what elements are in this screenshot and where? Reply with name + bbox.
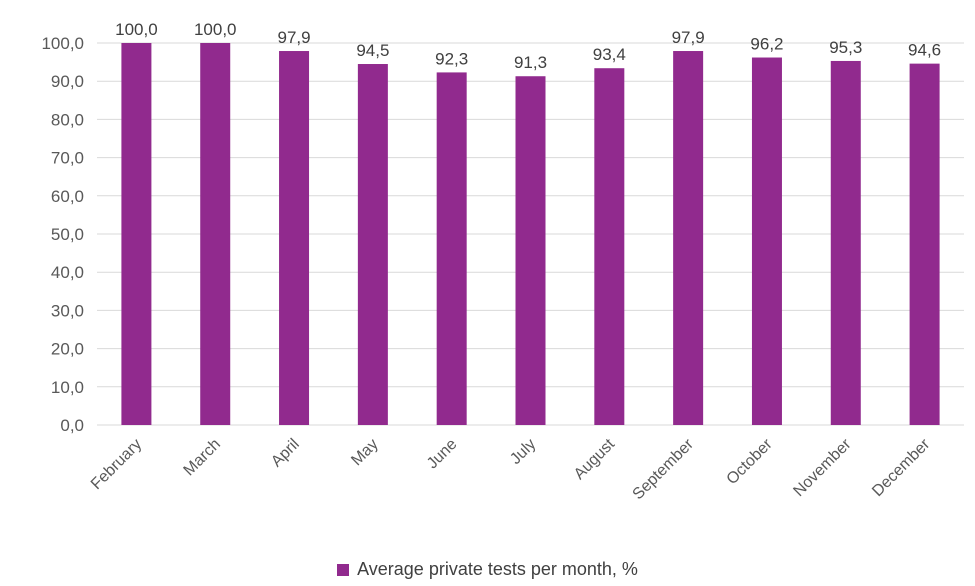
legend-swatch [337,564,350,576]
data-label: 97,9 [672,28,705,47]
x-category-label: June [424,436,461,473]
data-label: 97,9 [277,28,310,47]
y-tick-label: 0,0 [60,416,84,435]
legend-label: Average private tests per month, % [357,559,638,579]
y-tick-label: 90,0 [51,72,84,91]
x-category-label: December [869,435,934,500]
data-label: 94,5 [356,41,389,60]
x-category-label: July [507,436,539,468]
x-category-label: April [268,436,303,471]
data-label: 100,0 [115,20,158,39]
x-category-label: August [571,435,619,483]
x-category-label: November [790,435,855,500]
bar [436,72,467,425]
data-label: 100,0 [194,20,237,39]
bar [121,43,152,425]
x-category-label: May [348,436,381,469]
y-tick-label: 40,0 [51,263,84,282]
bar [830,60,861,425]
y-axis-tick-labels: 0,0 10,0 20,0 30,0 40,0 50,0 60,0 70,0 80,0 90,0 1… [41,34,84,435]
y-tick-label: 100,0 [41,34,84,53]
data-labels: 100,0 100,0 97,9 94,5 92,3 91,3 93,4 97,9 96,2 95… [115,20,941,72]
data-label: 95,3 [829,38,862,57]
y-tick-label: 60,0 [51,187,84,206]
bar [673,51,704,425]
bar [751,57,782,426]
x-category-label: February [88,436,145,493]
legend: Average private tests per month, % [0,559,975,580]
data-label: 91,3 [514,53,547,72]
x-category-label: September [630,435,698,503]
bar [200,43,231,425]
data-label: 94,6 [908,41,941,60]
bar [279,51,310,425]
bar [594,68,625,425]
y-tick-label: 10,0 [51,378,84,397]
data-label: 92,3 [435,49,468,68]
x-category-label: March [181,436,224,479]
bar [515,76,546,425]
bars [121,43,940,426]
data-label: 96,2 [750,35,783,54]
y-tick-label: 50,0 [51,225,84,244]
x-category-label: October [724,435,777,488]
x-axis-category-labels: February March April May June July August Septe… [88,435,934,503]
y-tick-label: 70,0 [51,149,84,168]
data-label: 93,4 [593,45,626,64]
bar [357,64,388,425]
y-tick-label: 80,0 [51,110,84,129]
bar [909,63,940,426]
y-tick-label: 20,0 [51,340,84,359]
y-tick-label: 30,0 [51,301,84,320]
